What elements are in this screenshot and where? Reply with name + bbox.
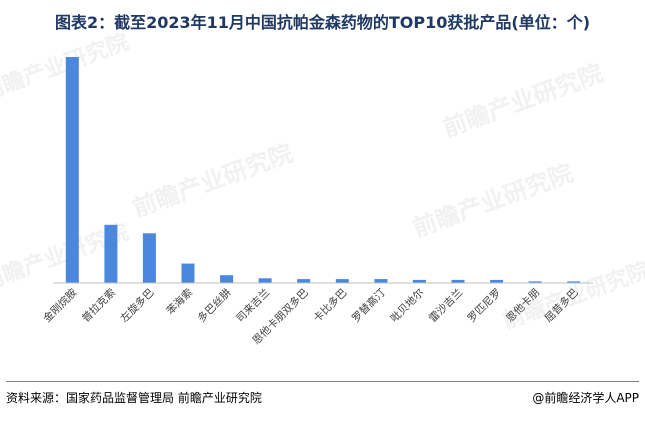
- watermark-3: 前瞻产业研究院: [129, 139, 296, 223]
- bar-9: [412, 279, 426, 283]
- watermarks: 前瞻产业研究院 前瞻产业研究院 前瞻产业研究院 前瞻产业研究院 前瞻产业研究院 …: [0, 29, 645, 335]
- watermark-2: 前瞻产业研究院: [439, 59, 606, 143]
- category-label-9: 吡贝地尔: [388, 286, 427, 325]
- bar-1: [104, 224, 118, 283]
- brand-credit: @前瞻经济学人APP: [532, 391, 639, 405]
- category-label-4: 多巴丝肼: [195, 286, 234, 325]
- category-label-11: 罗匹尼罗: [466, 287, 504, 325]
- bar-2: [142, 233, 156, 283]
- category-label-10: 雷沙吉兰: [426, 286, 465, 325]
- category-label-0: 金刚烷胺: [41, 286, 80, 325]
- watermark-4: 前瞻产业研究院: [409, 159, 576, 243]
- bar-10: [451, 279, 465, 283]
- bar-4: [220, 275, 234, 283]
- bar-chart: 前瞻产业研究院 前瞻产业研究院 前瞻产业研究院 前瞻产业研究院 前瞻产业研究院 …: [0, 29, 645, 348]
- footer-divider: [6, 381, 639, 382]
- bar-12: [528, 281, 542, 283]
- bar-11: [490, 279, 504, 283]
- bar-5: [258, 278, 272, 283]
- category-label-1: 普拉克索: [79, 286, 118, 325]
- bar-6: [297, 279, 311, 283]
- bars-group: [65, 57, 581, 283]
- category-label-8: 罗替高汀: [349, 286, 388, 325]
- category-label-7: 卡比多巴: [311, 286, 350, 325]
- source-note: 资料来源：国家药品监督管理局 前瞻产业研究院: [6, 391, 262, 405]
- category-label-3: 苯海索: [164, 286, 195, 317]
- bar-7: [335, 279, 349, 283]
- bar-3: [181, 263, 195, 283]
- bar-8: [374, 279, 388, 283]
- category-label-2: 左旋多巴: [118, 286, 157, 325]
- category-label-5: 司来吉兰: [233, 286, 272, 325]
- chart-title: 图表2：截至2023年11月中国抗帕金森药物的TOP10获批产品(单位：个): [54, 13, 591, 32]
- bar-13: [567, 281, 581, 283]
- bar-0: [65, 57, 79, 283]
